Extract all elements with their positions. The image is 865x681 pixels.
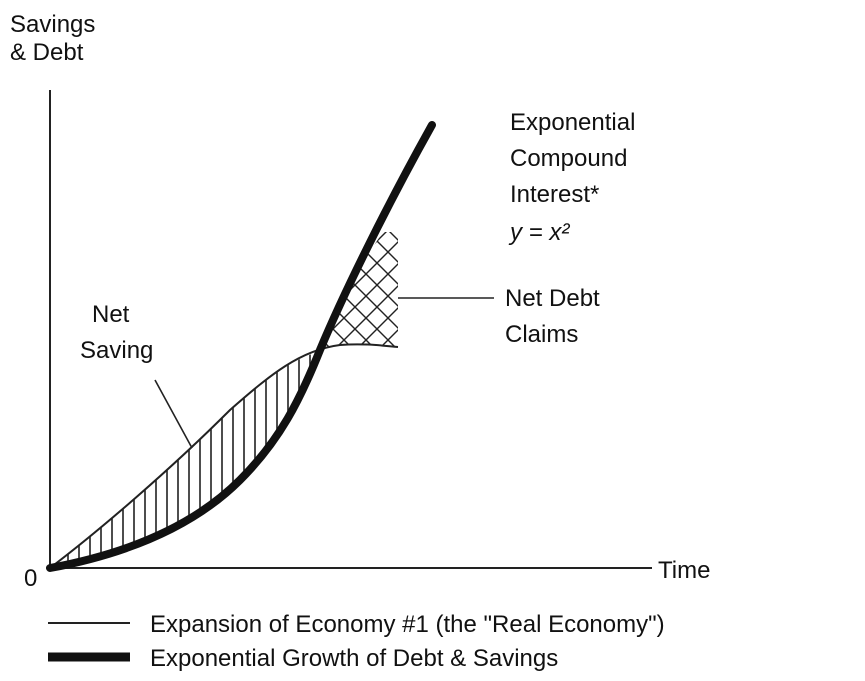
hatch-line [310,494,410,594]
hatch-line [320,273,398,350]
hatch-line [320,232,398,253]
y-axis-label: & Debt [10,39,84,66]
hatch-line [310,42,410,142]
hatch-line [310,516,410,616]
debt-curve [46,121,436,572]
hatch-line [310,120,410,220]
annotation: Claims [505,321,578,348]
hatch-line [320,232,398,297]
leader-line [154,379,193,449]
annotation: Compound [510,145,627,172]
legend-label: Expansion of Economy #1 (the "Real Econo… [150,611,665,638]
hatch-line [310,450,410,550]
net-debt-hatch [310,20,410,616]
hatch-line [310,472,410,572]
hatch-line [320,232,398,331]
hatch-line [310,64,410,164]
hatch-line [320,232,398,265]
annotation: Net Debt [505,285,600,312]
y-axis-label: Savings [10,11,95,38]
hatch-line [310,86,410,186]
formula: y = x² [508,219,570,246]
hatch-line [310,384,410,484]
hatch-line [320,232,398,275]
hatch-line [320,317,398,350]
annotation: Interest* [510,181,599,208]
hatch-line [310,362,410,462]
hatch-line [320,305,398,350]
legend-label: Exponential Growth of Debt & Savings [150,645,558,672]
hatch-line [310,428,410,528]
hatch-line [310,394,410,494]
annotation: Exponential [510,109,635,136]
hatch-line [320,327,398,350]
hatch-line [310,372,410,472]
hatch-line [320,339,398,350]
x-axis-label: Time [658,557,710,584]
origin-label: 0 [24,565,37,592]
hatch-line [320,349,398,350]
annotation: Net [92,301,130,328]
annotation: Saving [80,337,153,364]
hatch-line [310,416,410,516]
hatch-line [310,130,410,230]
real-economy-curve [49,343,399,569]
hatch-line [310,20,410,120]
hatch-line [310,406,410,506]
